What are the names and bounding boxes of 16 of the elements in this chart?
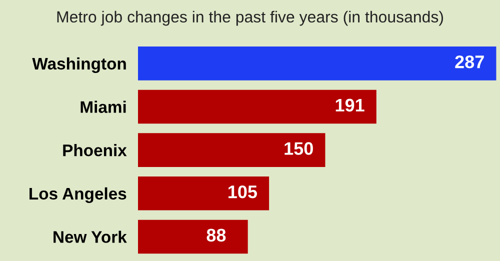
y-tick-label: Los Angeles — [30, 187, 126, 203]
chart-title: Metro job changes in the past five years (in thousands) — [57, 10, 444, 26]
y-tick-label: Washington — [32, 57, 126, 73]
bar — [138, 220, 248, 254]
data-label: 105 — [228, 185, 258, 198]
data-label: 150 — [284, 142, 313, 155]
bar — [138, 176, 270, 210]
bar — [138, 46, 496, 80]
y-tick-label: Phoenix — [63, 144, 127, 156]
y-tick-label: Miami — [80, 100, 126, 113]
data-label: 191 — [336, 98, 364, 112]
bar — [138, 133, 326, 167]
y-tick-label: New York — [54, 230, 127, 243]
data-label: 88 — [206, 228, 226, 242]
bar — [138, 90, 376, 124]
data-label: 287 — [455, 55, 484, 68]
